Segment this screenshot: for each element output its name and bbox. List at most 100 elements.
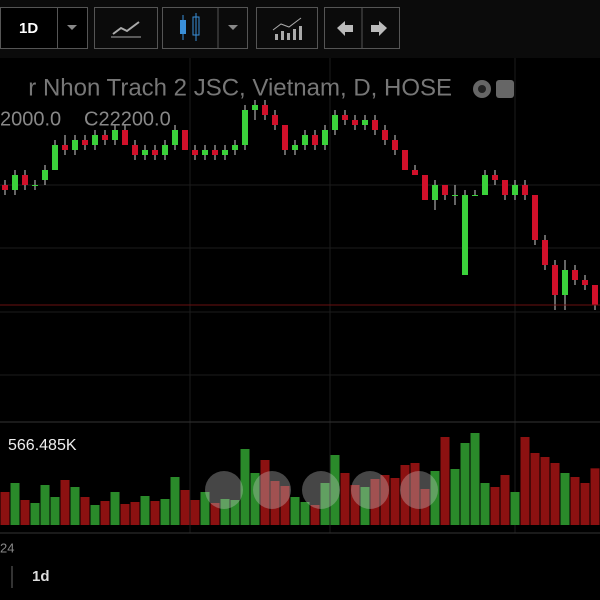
volume-bar — [550, 463, 560, 525]
candle-body — [262, 105, 268, 115]
volume-bar — [270, 481, 280, 525]
zoom-out[interactable] — [253, 471, 291, 509]
candle-body — [492, 175, 498, 180]
volume-bar — [150, 501, 160, 525]
candle-body — [332, 115, 338, 130]
volume-bar — [380, 475, 390, 525]
candle-body — [562, 270, 568, 295]
volume-bar — [570, 477, 580, 525]
line-chart-button[interactable] — [94, 7, 158, 49]
candle-body — [22, 175, 28, 185]
scroll-left[interactable] — [205, 471, 243, 509]
candle-body — [452, 195, 458, 196]
volume-bar — [170, 477, 180, 525]
line-icon — [111, 21, 141, 38]
candle-body — [72, 140, 78, 150]
candle-body — [142, 150, 148, 155]
candle-body — [462, 195, 468, 275]
undo-redo — [324, 7, 400, 49]
candle-body — [212, 150, 218, 155]
interval-label: 1D — [19, 20, 39, 37]
volume-bar — [180, 490, 190, 525]
candle-body — [122, 130, 128, 145]
volume-bar — [190, 500, 200, 525]
candle-body — [472, 195, 478, 196]
reset[interactable] — [302, 471, 340, 509]
candle-body — [322, 130, 328, 145]
volume-bar — [200, 492, 210, 525]
volume-bar — [230, 500, 240, 525]
volume-bar — [420, 489, 430, 525]
volume-bar — [450, 469, 460, 525]
candle-body — [372, 120, 378, 130]
candle-body — [232, 145, 238, 150]
volume-bar — [480, 483, 490, 525]
candle-body — [2, 185, 8, 190]
volume-bar — [20, 500, 30, 525]
indicators-icon — [272, 17, 302, 40]
candle-body — [582, 280, 588, 285]
toolbar: 1D — [0, 0, 600, 58]
ohlc-open: 2000.0 — [0, 108, 61, 130]
volume-bar — [60, 480, 70, 525]
candle-body — [112, 130, 118, 140]
candle-icon — [180, 8, 238, 48]
volume-bar — [0, 492, 10, 525]
volume-bar — [130, 502, 140, 525]
candle-body — [32, 185, 38, 186]
candle-body — [272, 115, 278, 125]
volume-bar — [290, 497, 300, 525]
volume-bar — [260, 460, 270, 525]
candle-body — [382, 130, 388, 140]
candle-body — [352, 120, 358, 125]
candle-body — [432, 185, 438, 200]
volume-bar — [140, 496, 150, 525]
candle-body — [592, 285, 598, 305]
volume-bar — [80, 497, 90, 525]
volume-bar — [50, 497, 60, 525]
volumes — [0, 433, 600, 525]
candle-body — [392, 140, 398, 150]
volume-bar — [40, 485, 50, 525]
zoom-in[interactable] — [351, 471, 389, 509]
volume-bar — [250, 473, 260, 525]
grid — [0, 58, 600, 533]
volume-bar — [360, 487, 370, 525]
volume-bar — [220, 499, 230, 525]
candle-body — [422, 175, 428, 200]
candle-body — [242, 110, 248, 145]
volume-label: 566.485K — [8, 437, 77, 454]
candle-body — [182, 130, 188, 150]
candle-body — [152, 150, 158, 155]
candle-body — [202, 150, 208, 155]
candle-body — [192, 150, 198, 155]
volume-bar — [310, 505, 320, 525]
volume-bar — [160, 499, 170, 525]
volume-bar — [590, 468, 600, 525]
candle-body — [302, 135, 308, 145]
volume-bar — [70, 487, 80, 525]
candle-body — [282, 125, 288, 150]
candle-body — [542, 240, 548, 265]
volume-bar — [340, 473, 350, 525]
candle-type-button[interactable] — [162, 7, 248, 49]
indicators-button[interactable] — [256, 7, 318, 49]
footer-interval[interactable]: 1d — [32, 568, 50, 585]
candles — [0, 100, 600, 310]
volume-bar — [560, 473, 570, 525]
candle-body — [42, 170, 48, 180]
volume-bar — [110, 492, 120, 525]
scroll-right[interactable] — [400, 471, 438, 509]
volume-bar — [350, 485, 360, 525]
candle-body — [292, 145, 298, 150]
volume-bar — [470, 433, 480, 525]
volume-bar — [460, 443, 470, 525]
interval-button[interactable]: 1D — [0, 7, 88, 49]
candle-body — [522, 185, 528, 195]
volume-bar — [100, 501, 110, 525]
candle-body — [172, 130, 178, 145]
candle-body — [162, 145, 168, 155]
volume-bar — [370, 479, 380, 525]
volume-bar — [500, 475, 510, 525]
candle-body — [532, 195, 538, 240]
